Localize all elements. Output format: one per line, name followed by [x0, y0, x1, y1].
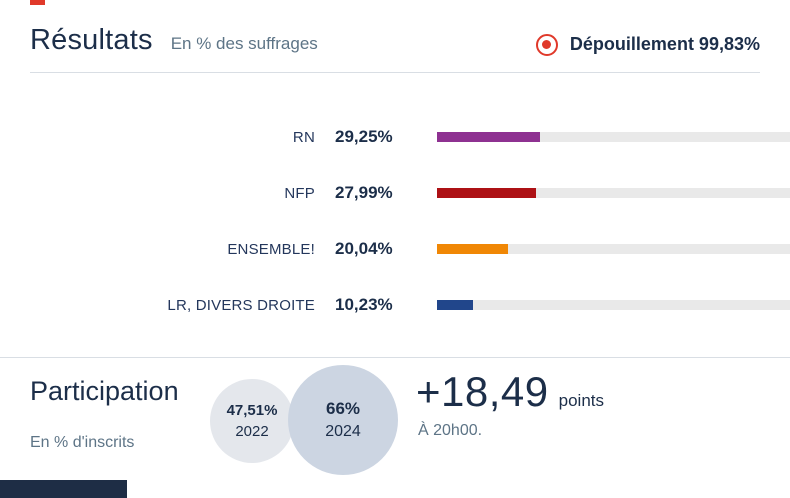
bar-row: LR, DIVERS DROITE 10,23% — [30, 277, 790, 333]
delta-line: +18,49 points — [416, 368, 604, 416]
delta-time: À 20h00. — [418, 422, 483, 439]
party-label: RN — [292, 128, 315, 146]
party-label: ENSEMBLE! — [227, 240, 315, 258]
counting-status: Dépouillement 99,83% — [535, 33, 760, 56]
section-divider — [0, 357, 790, 358]
bar-row: RN 29,25% — [30, 109, 790, 165]
top-red-marker — [30, 0, 45, 5]
party-value: 27,99% — [335, 183, 393, 202]
party-label: LR, DIVERS DROITE — [167, 296, 315, 314]
participation-2024-year: 2024 — [325, 423, 361, 440]
bar-row: NFP 27,99% — [30, 165, 790, 221]
party-value: 20,04% — [335, 239, 393, 258]
live-record-icon — [535, 33, 558, 56]
live-record-dot — [542, 40, 552, 49]
bar-track — [437, 132, 790, 142]
participation-title: Participation — [30, 376, 179, 406]
participation-subtitle: En % d'inscrits — [30, 434, 135, 451]
results-bar-chart: RN 29,25% NFP 27,99% ENSEMBLE! 20,04% LR… — [0, 73, 790, 333]
participation-2024-value: 66% — [325, 399, 361, 418]
participation-2022-year: 2022 — [235, 423, 269, 440]
bar-fill — [437, 300, 474, 310]
counting-label: Dépouillement 99,83% — [569, 34, 760, 54]
party-label: NFP — [284, 184, 315, 202]
party-value: 10,23% — [335, 295, 393, 314]
bar-fill — [437, 188, 536, 198]
bar-track — [437, 300, 790, 310]
participation-circle: 47,51% 2022 — [210, 379, 294, 463]
participation-section: Participation En % d'inscrits 47,51% 202… — [0, 358, 790, 494]
party-value: 29,25% — [335, 127, 393, 146]
results-title-group: Résultats En % des suffrages — [30, 24, 318, 57]
header-divider — [30, 72, 760, 73]
participation-2022-value: 47,51% — [226, 402, 278, 419]
participation-circle: 66% 2024 — [288, 365, 398, 475]
participation-delta: +18,49 points À 20h00. — [416, 368, 604, 440]
bar-fill — [437, 132, 541, 142]
bar-track — [437, 244, 790, 254]
results-header: Résultats En % des suffrages Dépouilleme… — [0, 0, 790, 57]
bar-row: ENSEMBLE! 20,04% — [30, 221, 790, 277]
page-title: Résultats — [30, 24, 153, 56]
delta-unit: points — [558, 391, 605, 410]
bar-track — [437, 188, 790, 198]
delta-value: +18,49 — [416, 368, 549, 415]
bottom-partial-element — [0, 480, 127, 498]
results-subtitle: En % des suffrages — [170, 34, 318, 53]
bar-fill — [437, 244, 508, 254]
